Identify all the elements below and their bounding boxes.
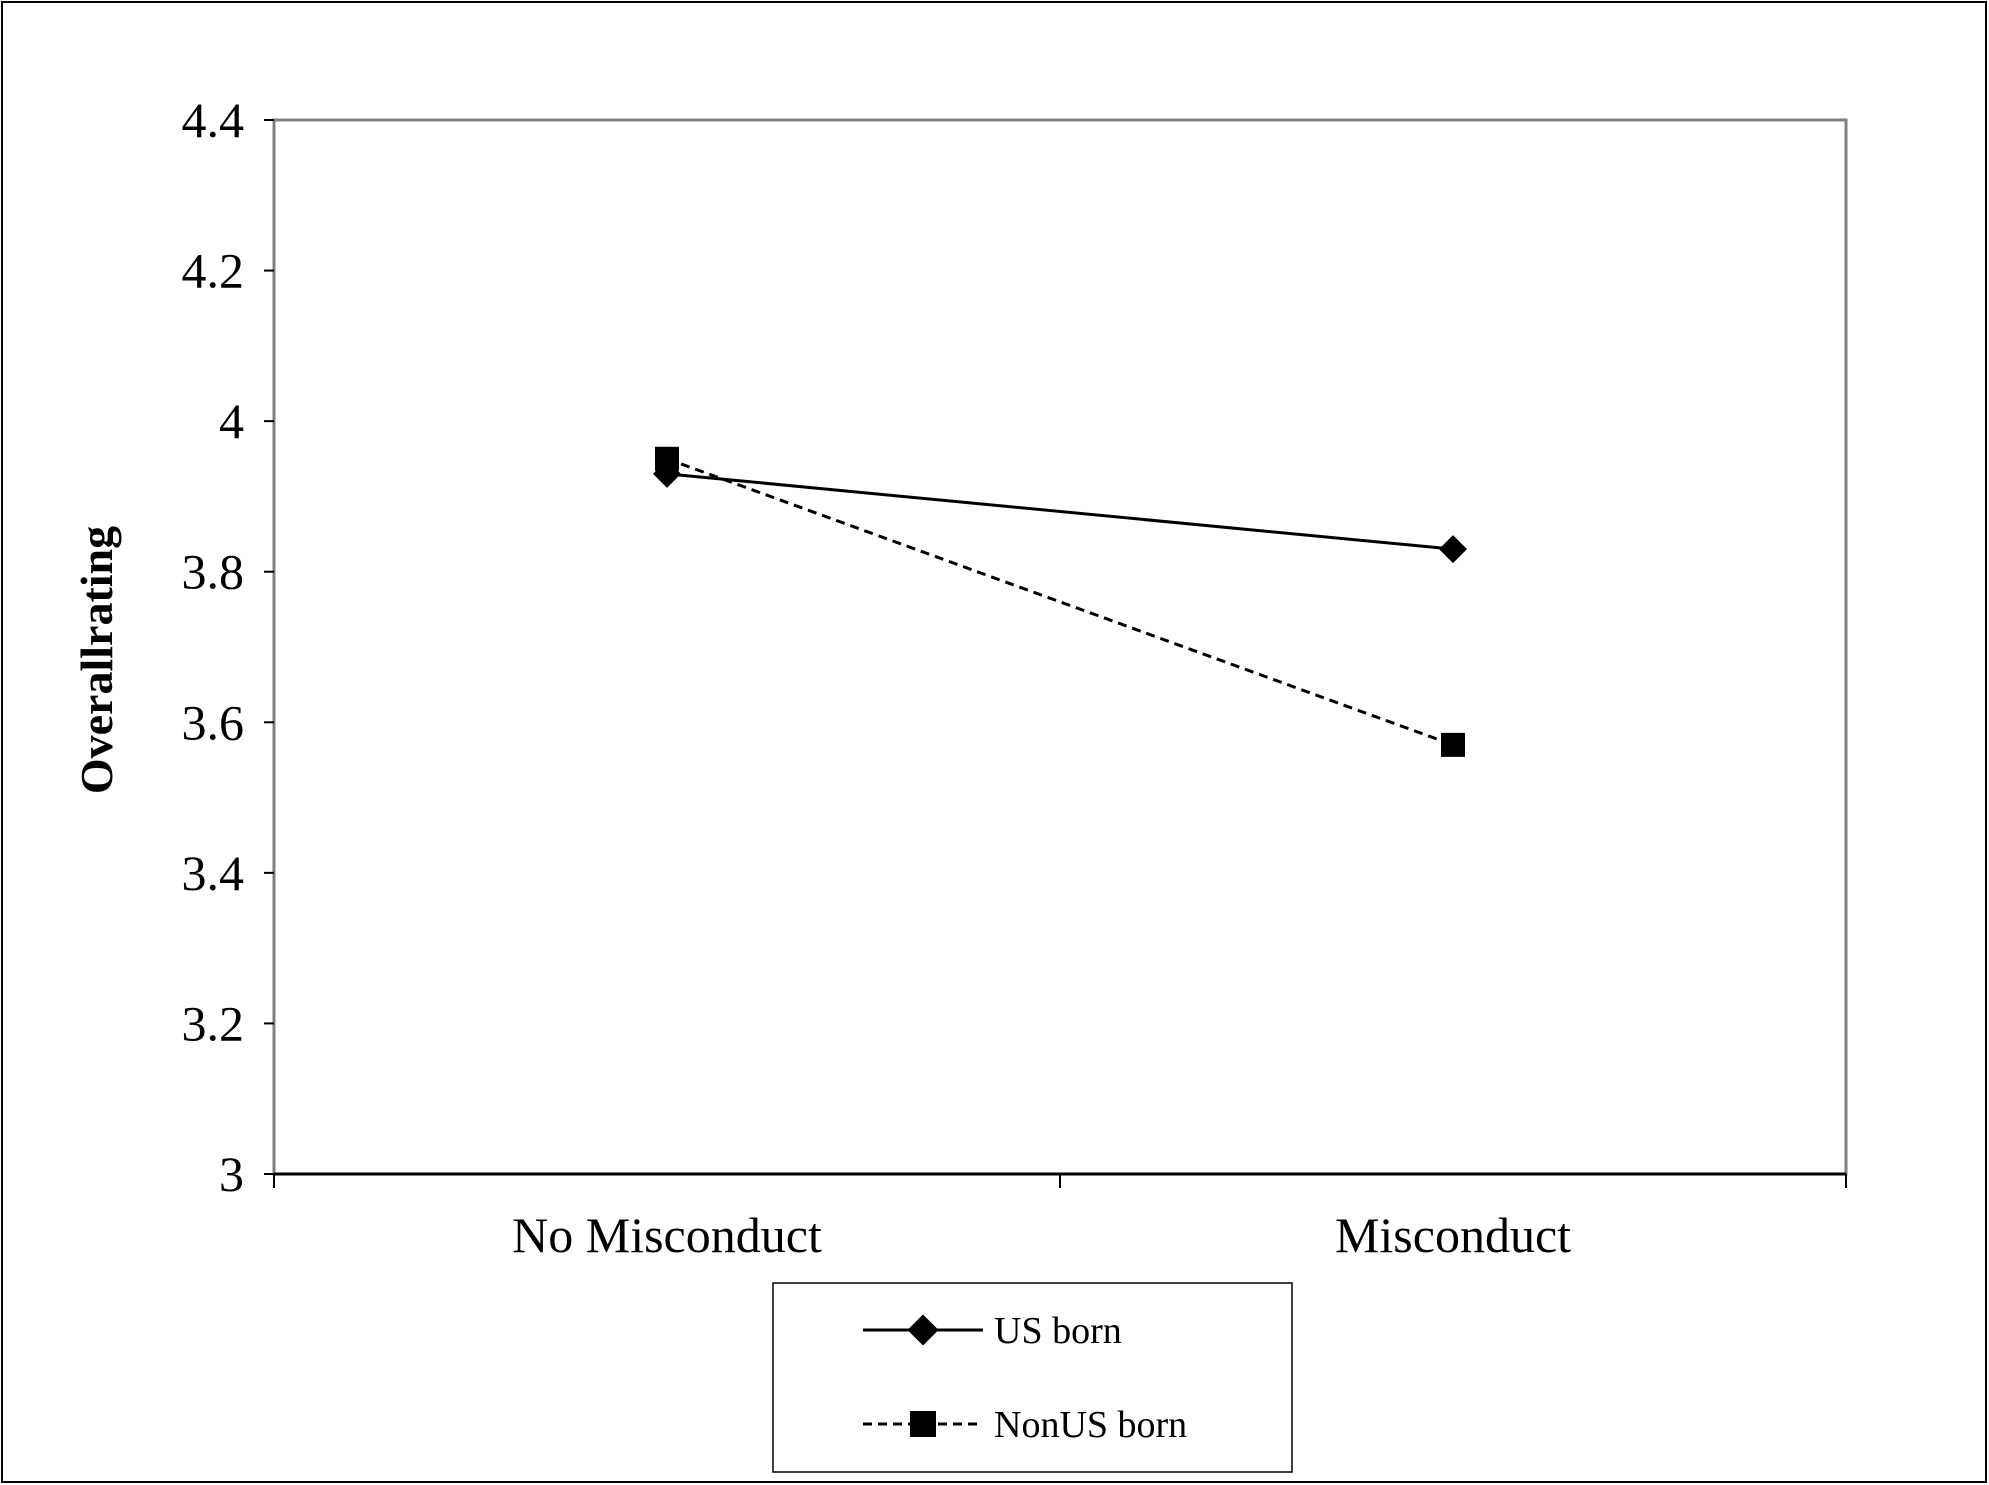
data-point-diamond (1439, 535, 1467, 564)
data-point-square (655, 446, 679, 471)
y-tick-label: 4 (219, 393, 244, 449)
y-tick-label: 3.2 (182, 995, 245, 1051)
y-tick-label: 3.6 (182, 694, 245, 750)
y-tick-label: 3.8 (182, 544, 245, 600)
x-axis: No Misconduct Misconduct (273, 1172, 1847, 1263)
y-axis: 3 3.2 3.4 3.6 3.8 4 4.2 4.4 (182, 92, 274, 1202)
x-category-label: No Misconduct (512, 1207, 822, 1263)
plot-area (272, 118, 1848, 1176)
y-tick-label: 3 (219, 1146, 244, 1202)
series-layer (653, 446, 1467, 757)
legend: US born NonUS born (772, 1282, 1293, 1473)
y-axis-title: Overallrating (71, 526, 122, 794)
legend-label-us-born: US born (994, 1310, 1122, 1352)
series-line-nonus-born (666, 457, 1454, 747)
x-category-label: Misconduct (1335, 1207, 1571, 1263)
y-tick-label: 4.4 (182, 92, 245, 148)
series-line-us-born (666, 472, 1454, 551)
legend-box (772, 1282, 1293, 1473)
data-point-square (1441, 732, 1465, 757)
y-tick-label: 3.4 (182, 845, 245, 901)
legend-label-nonus-born: NonUS born (994, 1404, 1187, 1446)
legend-marker-square (910, 1411, 936, 1437)
y-tick-label: 4.2 (182, 243, 245, 299)
